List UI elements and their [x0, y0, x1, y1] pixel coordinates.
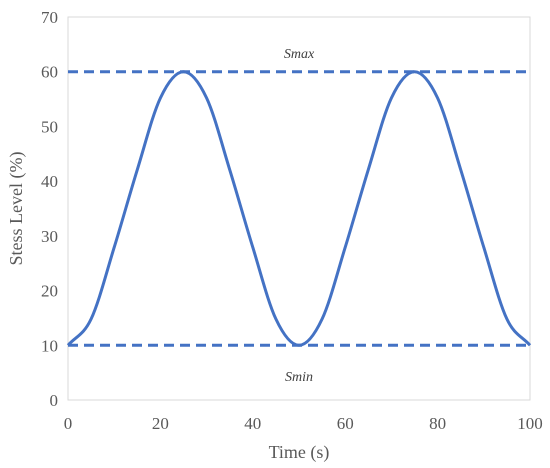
- stress-curve-line: [66, 70, 532, 347]
- y-tick-label: 30: [41, 227, 58, 246]
- y-tick-label: 20: [41, 282, 58, 301]
- series-layer: [66, 70, 532, 347]
- x-tick-label: 20: [152, 414, 169, 433]
- ticks-layer: 0 10 20 30 40 50 60 70 0 20 40 60 80 100: [41, 8, 543, 433]
- smin-label: Smin: [285, 370, 313, 385]
- y-tick-label: 70: [41, 8, 58, 27]
- annotations-layer: Smax Smin: [284, 47, 315, 385]
- smax-label: Smax: [284, 47, 315, 62]
- x-tick-label: 80: [429, 414, 446, 433]
- x-tick-label: 40: [244, 414, 261, 433]
- y-tick-label: 50: [41, 117, 58, 136]
- y-tick-label: 10: [41, 336, 58, 355]
- x-tick-label: 0: [64, 414, 73, 433]
- y-tick-label: 40: [41, 172, 58, 191]
- plot-frame: [67, 16, 531, 401]
- y-tick-label: 60: [41, 63, 58, 82]
- y-tick-label: 0: [50, 391, 59, 410]
- x-tick-label: 100: [517, 414, 543, 433]
- y-axis-title: Stess Level (%): [6, 152, 27, 266]
- x-axis-title: Time (s): [269, 442, 330, 463]
- x-tick-label: 60: [337, 414, 354, 433]
